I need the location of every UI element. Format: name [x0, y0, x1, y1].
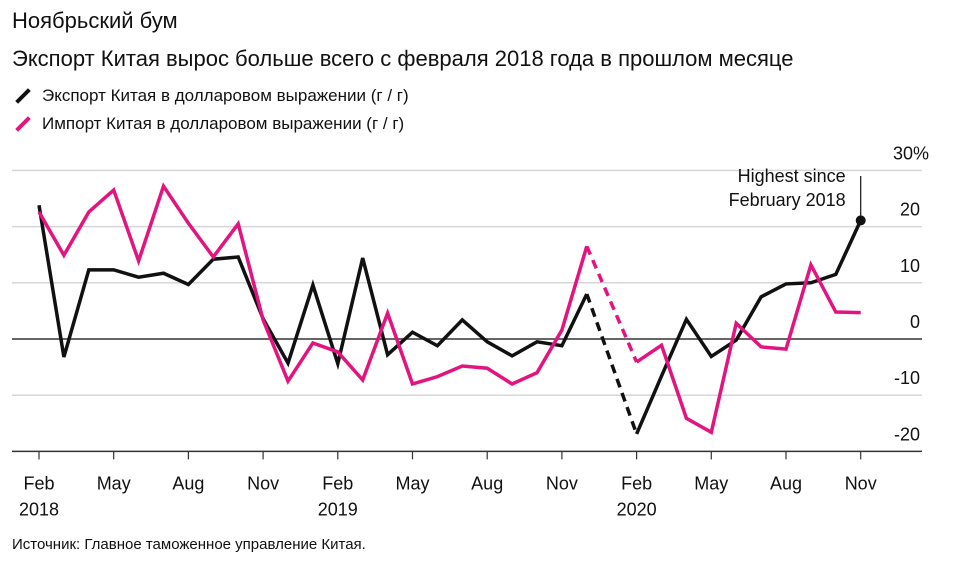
source-note: Источник: Главное таможенное управление …	[12, 536, 366, 553]
x-tick-label: Feb	[322, 473, 353, 493]
x-tick-label: Aug	[770, 473, 802, 493]
annotation-text: Highest since	[738, 166, 846, 186]
x-tick-year-label: 2018	[19, 499, 59, 519]
series-line-imports	[37, 182, 589, 387]
series-gap-dashed-imports	[585, 245, 639, 363]
legend-item-imports: Импорт Китая в долларовом выражении (г /…	[14, 114, 404, 134]
y-tick-label: 10	[900, 256, 920, 276]
annotation-marker	[855, 215, 866, 226]
legend-label-exports: Экспорт Китая в долларовом выражении (г …	[42, 86, 409, 105]
x-tick-label: May	[97, 473, 131, 493]
x-tick-year-label: 2019	[318, 499, 358, 519]
y-tick-label: -20	[894, 424, 920, 444]
x-tick-label: Feb	[621, 473, 652, 493]
x-tick-label: Aug	[172, 473, 204, 493]
chart-subtitle: Экспорт Китая вырос больше всего с февра…	[12, 46, 794, 71]
x-tick-label: Feb	[23, 473, 54, 493]
x-tick-label: Nov	[845, 473, 877, 493]
x-tick-label: Nov	[546, 473, 578, 493]
y-tick-label: 20	[900, 200, 920, 220]
x-tick-label: May	[395, 473, 429, 493]
series-line-exports	[37, 204, 589, 371]
annotation-text: February 2018	[729, 190, 846, 210]
y-tick-label: 30%	[893, 143, 929, 163]
x-tick-year-label: 2020	[617, 499, 657, 519]
legend-item-exports: Экспорт Китая в долларовом выражении (г …	[14, 86, 409, 106]
y-tick-label: 0	[910, 312, 920, 332]
x-tick-label: Aug	[471, 473, 503, 493]
series-line-exports	[634, 219, 863, 435]
x-tick-label: May	[694, 473, 728, 493]
legend-label-imports: Импорт Китая в долларовом выражении (г /…	[42, 114, 405, 133]
x-tick-label: Nov	[247, 473, 279, 493]
y-tick-label: -10	[894, 368, 920, 388]
series-line-imports	[635, 260, 861, 435]
series-gap-dashed-exports	[585, 293, 639, 435]
chart-title: Ноябрьский бум	[12, 8, 178, 33]
